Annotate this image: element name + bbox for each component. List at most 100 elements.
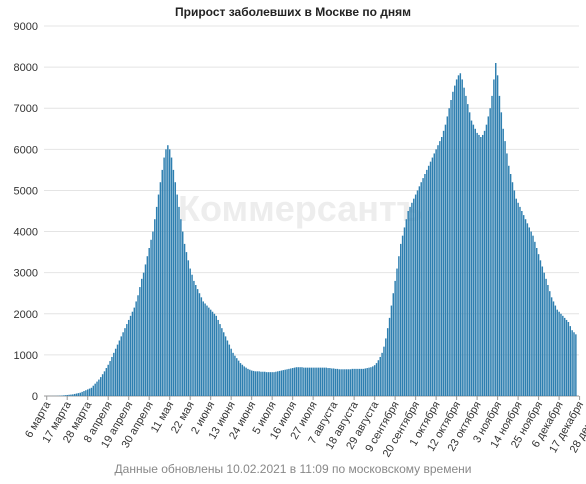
bar — [234, 355, 236, 396]
bar — [547, 285, 549, 396]
bar — [332, 368, 335, 396]
bar — [373, 365, 376, 396]
bar — [390, 305, 393, 396]
bar — [502, 128, 504, 396]
watermark-logo: Коммерсантъ — [178, 188, 423, 229]
bar — [543, 272, 545, 396]
bar — [168, 149, 171, 396]
chart-title: Прирост заболевших в Москве по дням — [175, 5, 411, 19]
bar — [221, 328, 223, 396]
bar — [172, 169, 175, 396]
bar — [334, 368, 337, 396]
bar — [236, 358, 238, 396]
bar — [223, 332, 225, 396]
bar — [537, 254, 540, 396]
bar — [161, 169, 163, 396]
bar — [159, 182, 162, 396]
bar — [237, 360, 240, 396]
bar — [442, 130, 445, 396]
bar — [550, 297, 553, 396]
bar — [174, 182, 177, 396]
bar — [433, 153, 435, 396]
bar — [116, 344, 119, 396]
bar — [262, 371, 264, 396]
y-tick-label: 4000 — [14, 227, 38, 239]
bar — [269, 372, 272, 396]
bar — [306, 367, 309, 396]
bar — [437, 145, 439, 396]
bar — [96, 381, 98, 396]
bar — [498, 95, 501, 396]
bar — [565, 319, 568, 396]
bar — [267, 372, 270, 396]
bar — [413, 198, 415, 396]
bar — [170, 157, 173, 396]
bar — [534, 241, 536, 396]
bar — [360, 368, 363, 396]
bar — [560, 313, 562, 396]
y-tick-label: 3000 — [14, 268, 38, 280]
bar — [435, 149, 437, 396]
bar — [401, 235, 404, 396]
bar — [379, 356, 381, 396]
bar — [521, 211, 523, 396]
bar — [575, 334, 577, 396]
bar — [139, 287, 141, 396]
bar — [489, 108, 491, 396]
bar — [126, 324, 128, 396]
bar — [370, 367, 372, 396]
bar — [359, 368, 361, 396]
bar — [452, 91, 454, 396]
bar — [472, 124, 475, 397]
bar — [189, 268, 191, 396]
bar — [127, 319, 130, 396]
bar — [517, 202, 519, 396]
bar — [191, 274, 193, 396]
bar — [101, 374, 104, 396]
bar — [85, 390, 87, 396]
bar — [100, 377, 102, 396]
bar — [133, 307, 136, 396]
bar — [72, 394, 74, 396]
bar — [250, 370, 253, 396]
bar — [321, 367, 324, 396]
bar — [483, 130, 486, 396]
bar — [340, 369, 342, 396]
bar — [524, 219, 527, 396]
bar — [481, 134, 484, 396]
bar — [329, 368, 331, 396]
bar — [345, 369, 348, 396]
bar — [120, 336, 122, 396]
bar — [230, 348, 232, 396]
bar — [118, 340, 121, 396]
bar — [409, 206, 411, 396]
bar — [142, 272, 145, 396]
bar — [474, 128, 476, 396]
bar — [148, 248, 150, 396]
bar — [141, 278, 143, 396]
bar — [103, 371, 106, 396]
bar — [448, 108, 450, 396]
bar — [88, 388, 91, 396]
bar — [73, 393, 76, 396]
bar — [558, 311, 560, 396]
bar — [202, 301, 204, 396]
bar — [249, 369, 251, 396]
bar — [506, 153, 508, 396]
bar — [176, 194, 178, 396]
bar — [446, 116, 449, 396]
bar — [144, 264, 147, 396]
bar — [414, 194, 417, 396]
bar — [98, 379, 100, 396]
bar — [463, 87, 465, 397]
bar — [420, 182, 422, 396]
bar — [504, 141, 506, 396]
bar — [109, 361, 111, 396]
bar — [528, 227, 531, 396]
bar — [198, 293, 201, 396]
bar — [422, 178, 424, 396]
bar — [398, 256, 400, 396]
bar — [258, 371, 260, 396]
bar — [476, 132, 478, 396]
